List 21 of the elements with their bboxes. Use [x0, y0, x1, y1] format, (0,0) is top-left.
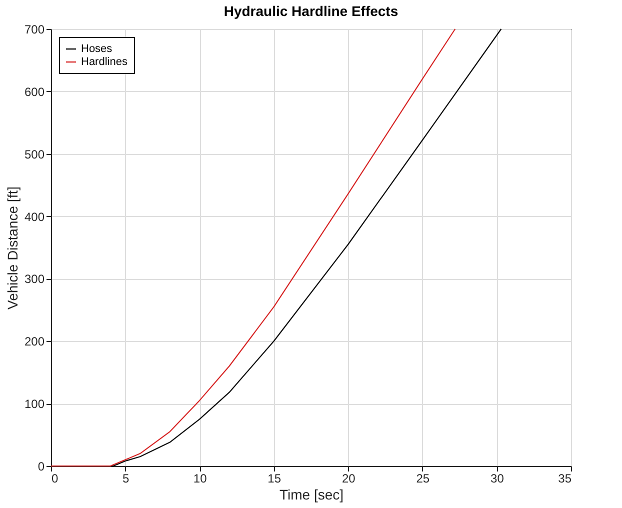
- chart-title: Hydraulic Hardline Effects: [224, 3, 398, 19]
- y-tick-label: 400: [24, 210, 45, 224]
- y-tick-label: 100: [24, 397, 45, 412]
- x-tick-label: 10: [193, 472, 208, 486]
- x-axis-title: Time [sec]: [279, 486, 344, 502]
- y-tick-label: 300: [24, 272, 45, 286]
- legend-label: Hardlines: [81, 56, 128, 68]
- y-tick-label: 200: [24, 334, 45, 349]
- legend-label: Hoses: [81, 43, 113, 55]
- x-tick-label: 0: [52, 472, 58, 486]
- x-tick-label: 30: [490, 472, 504, 486]
- y-axis-title: Vehicle Distance [ft]: [4, 186, 20, 310]
- y-tick-label: 0: [38, 460, 45, 474]
- x-tick-label: 25: [416, 472, 430, 486]
- x-tick-label: 15: [268, 472, 282, 486]
- y-tick-label: 600: [24, 84, 45, 99]
- y-tick-label: 500: [24, 147, 45, 162]
- y-tick-label: 700: [24, 22, 45, 36]
- x-tick-label: 20: [342, 472, 356, 486]
- x-tick-label: 35: [558, 472, 572, 486]
- x-tick-label: 5: [122, 472, 130, 486]
